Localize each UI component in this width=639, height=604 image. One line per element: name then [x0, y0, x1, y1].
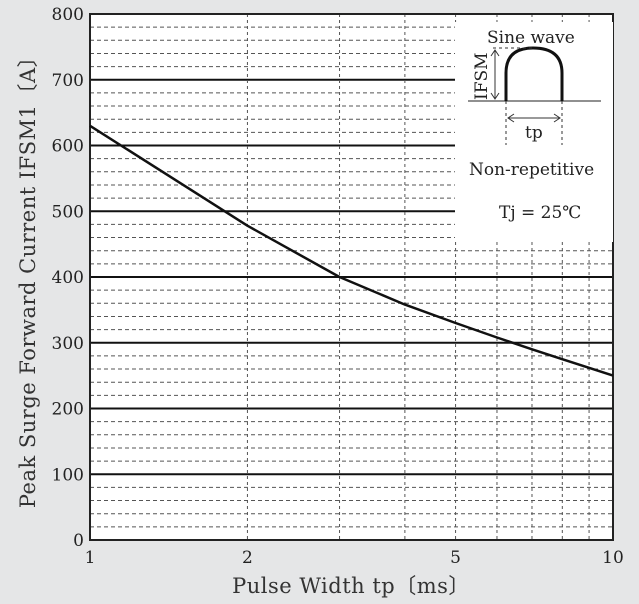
y-tick-label: 800	[52, 5, 84, 25]
y-tick-label: 700	[52, 71, 84, 91]
waveform-title: Sine wave	[487, 28, 575, 48]
tick-labels: 0 100 200 300 400 500 600 700 800 1 2 5 10	[52, 5, 624, 568]
tp-arrowheads	[507, 113, 561, 123]
sine-pulse-shape	[504, 46, 564, 101]
y-tick-label: 300	[52, 334, 84, 354]
x-axis-title: Pulse Width tp〔ms〕	[232, 574, 470, 598]
series-line	[89, 124, 614, 377]
x-tick-label: 10	[602, 548, 624, 568]
amplitude-arrowheads	[490, 49, 500, 100]
waveform-inset: Sine wave IFSM tp Non-repetitive Tj = 25…	[455, 22, 613, 242]
y-tick-label: 500	[52, 202, 84, 222]
y-tick-label: 200	[52, 400, 84, 420]
waveform-tp-label: tp	[525, 123, 543, 143]
y-tick-label: 0	[73, 531, 84, 551]
condition-non-repetitive: Non-repetitive	[469, 160, 594, 180]
series-group	[89, 124, 614, 377]
x-tick-label: 1	[85, 548, 96, 568]
condition-junction-temperature: Tj = 25℃	[499, 203, 581, 223]
waveform-ifsm-label: IFSM	[472, 52, 492, 100]
x-tick-label: 2	[242, 548, 253, 568]
y-tick-label: 600	[52, 137, 84, 157]
inset-background	[455, 22, 613, 242]
x-tick-label: 5	[450, 548, 461, 568]
plot-frame	[89, 13, 614, 541]
y-tick-label: 100	[52, 465, 84, 485]
y-tick-label: 400	[52, 268, 84, 288]
y-axis-title: Peak Surge Forward Current IFSM1〔A〕	[16, 46, 40, 508]
